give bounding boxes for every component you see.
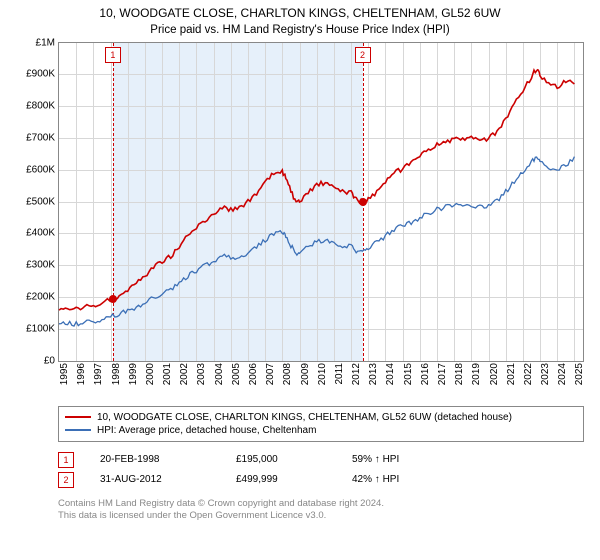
x-axis-label: 2007 xyxy=(265,363,276,385)
y-axis-label: £800K xyxy=(26,101,55,112)
x-axis-label: 2009 xyxy=(300,363,311,385)
series-line-hpi xyxy=(59,156,574,326)
x-axis-label: 2020 xyxy=(489,363,500,385)
x-axis-label: 2024 xyxy=(557,363,568,385)
x-axis-label: 2019 xyxy=(471,363,482,385)
legend-box: 10, WOODGATE CLOSE, CHARLTON KINGS, CHEL… xyxy=(58,406,584,442)
sale-date: 31-AUG-2012 xyxy=(100,474,210,485)
legend-swatch xyxy=(65,429,91,431)
legend-swatch xyxy=(65,416,91,418)
x-axis-label: 1997 xyxy=(93,363,104,385)
chart-title-line2: Price paid vs. HM Land Registry's House … xyxy=(10,24,590,36)
y-axis-label: £1M xyxy=(36,37,55,48)
x-axis-label: 2000 xyxy=(145,363,156,385)
sales-table: 1 20-FEB-1998 £195,000 59% ↑ HPI 2 31-AUG-201… xyxy=(58,450,584,490)
legend-item: HPI: Average price, detached house, Chel… xyxy=(65,424,577,437)
sale-row: 2 31-AUG-2012 £499,999 42% ↑ HPI xyxy=(58,470,584,490)
series-line-property xyxy=(59,69,574,309)
sale-marker-badge: 1 xyxy=(105,47,121,63)
sale-hpi: 42% ↑ HPI xyxy=(352,474,442,485)
legend-item: 10, WOODGATE CLOSE, CHARLTON KINGS, CHEL… xyxy=(65,411,577,424)
sale-dot xyxy=(359,198,367,206)
sale-row: 1 20-FEB-1998 £195,000 59% ↑ HPI xyxy=(58,450,584,470)
x-axis-label: 2012 xyxy=(351,363,362,385)
x-axis-label: 2002 xyxy=(179,363,190,385)
x-axis-label: 2006 xyxy=(248,363,259,385)
x-axis-label: 2014 xyxy=(385,363,396,385)
y-axis-label: £200K xyxy=(26,291,55,302)
sale-price: £499,999 xyxy=(236,474,326,485)
x-axis-label: 1999 xyxy=(128,363,139,385)
chart-container: 10, WOODGATE CLOSE, CHARLTON KINGS, CHEL… xyxy=(0,0,600,560)
x-axis-label: 2004 xyxy=(214,363,225,385)
line-series-svg xyxy=(59,43,583,361)
x-axis-label: 2003 xyxy=(196,363,207,385)
x-axis-label: 2013 xyxy=(368,363,379,385)
sale-badge: 2 xyxy=(58,472,74,488)
attribution: Contains HM Land Registry data © Crown c… xyxy=(58,498,584,523)
x-axis-label: 2015 xyxy=(403,363,414,385)
x-axis-label: 2021 xyxy=(506,363,517,385)
sale-hpi: 59% ↑ HPI xyxy=(352,454,442,465)
x-axis-label: 2023 xyxy=(540,363,551,385)
x-axis-label: 2025 xyxy=(574,363,585,385)
sale-price: £195,000 xyxy=(236,454,326,465)
y-axis-label: £900K xyxy=(26,69,55,80)
plot-region: £0£100K£200K£300K£400K£500K£600K£700K£80… xyxy=(58,42,584,362)
sale-marker-badge: 2 xyxy=(355,47,371,63)
x-axis-label: 1998 xyxy=(111,363,122,385)
x-axis-label: 1996 xyxy=(76,363,87,385)
chart-area: £0£100K£200K£300K£400K£500K£600K£700K£80… xyxy=(58,42,584,402)
y-axis-label: £700K xyxy=(26,132,55,143)
y-axis-label: £0 xyxy=(44,355,55,366)
x-axis-label: 2011 xyxy=(334,363,345,385)
sale-badge: 1 xyxy=(58,452,74,468)
attribution-line1: Contains HM Land Registry data © Crown c… xyxy=(58,498,584,510)
y-axis-label: £500K xyxy=(26,196,55,207)
legend-label: 10, WOODGATE CLOSE, CHARLTON KINGS, CHEL… xyxy=(97,412,512,423)
x-axis-label: 2022 xyxy=(523,363,534,385)
y-axis-label: £300K xyxy=(26,260,55,271)
x-axis-label: 2008 xyxy=(282,363,293,385)
legend-label: HPI: Average price, detached house, Chel… xyxy=(97,425,316,436)
x-axis-label: 2018 xyxy=(454,363,465,385)
x-axis-label: 2017 xyxy=(437,363,448,385)
x-axis-label: 2005 xyxy=(231,363,242,385)
sale-date: 20-FEB-1998 xyxy=(100,454,210,465)
y-axis-label: £600K xyxy=(26,164,55,175)
x-axis-label: 2010 xyxy=(317,363,328,385)
y-axis-label: £100K xyxy=(26,323,55,334)
y-axis-label: £400K xyxy=(26,228,55,239)
x-axis-label: 2016 xyxy=(420,363,431,385)
chart-title-line1: 10, WOODGATE CLOSE, CHARLTON KINGS, CHEL… xyxy=(10,6,590,22)
attribution-line2: This data is licensed under the Open Gov… xyxy=(58,510,584,522)
x-axis-label: 2001 xyxy=(162,363,173,385)
sale-dot xyxy=(109,295,117,303)
x-axis-label: 1995 xyxy=(59,363,70,385)
